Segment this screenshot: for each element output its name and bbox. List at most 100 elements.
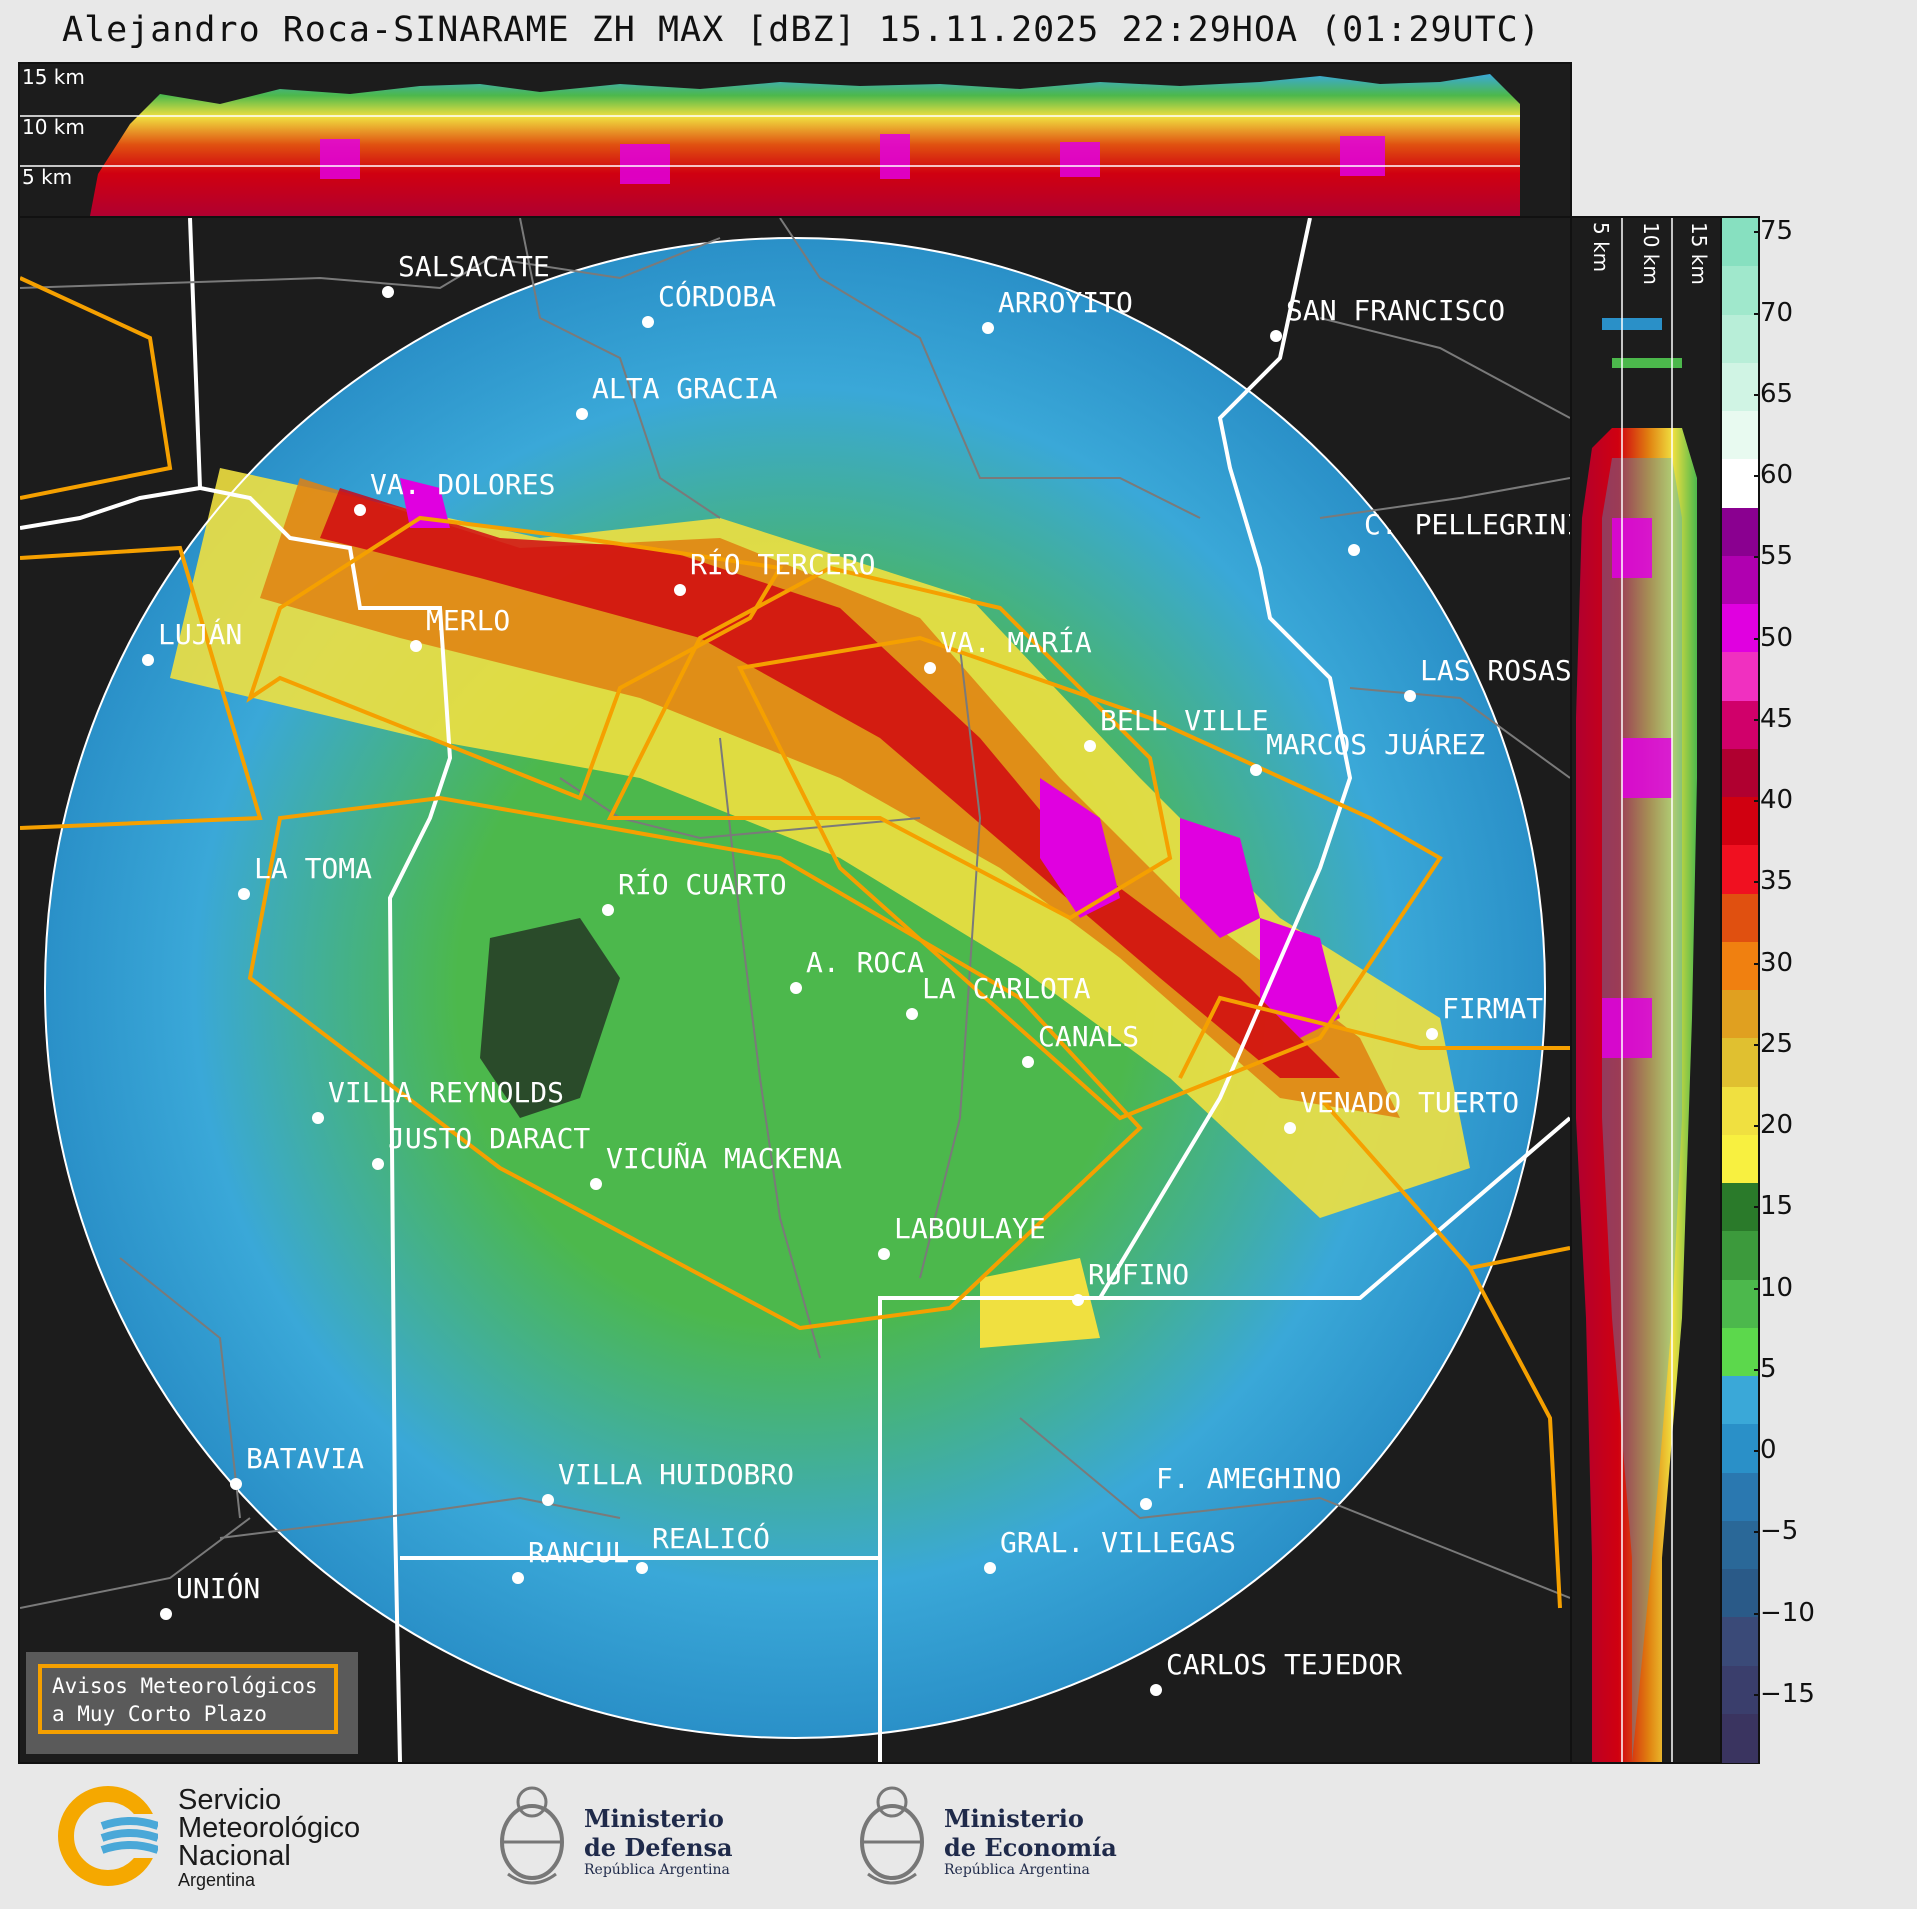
top-km-label-10: 10 km — [22, 115, 85, 139]
city-vicuna-mackena: VICUÑA MACKENA — [590, 1141, 842, 1190]
smn-line-1: Servicio — [178, 1784, 282, 1816]
colorbar-band — [1722, 314, 1758, 364]
colorbar-band — [1722, 1183, 1758, 1233]
svg-text:GRAL. VILLEGAS: GRAL. VILLEGAS — [1000, 1526, 1236, 1559]
svg-text:LAS ROSAS: LAS ROSAS — [1420, 654, 1570, 687]
range-ring — [44, 237, 1546, 1739]
colorbar-band — [1722, 1134, 1758, 1184]
svg-text:RÍO TERCERO: RÍO TERCERO — [690, 547, 875, 581]
side-km-label-10: 10 km — [1639, 222, 1663, 285]
city-rio-tercero: RÍO TERCERO — [674, 547, 875, 596]
smn-line-3: Nacional — [178, 1840, 291, 1872]
city-rufino: RUFINO — [1072, 1258, 1189, 1306]
city-markers: SALSACATE CÓRDOBA ARROYITO SAN FRANCISCO… — [142, 250, 1570, 1696]
colorbar-band — [1722, 700, 1758, 750]
colorbar-band — [1722, 604, 1758, 654]
side-cross-section: 5 km 10 km 15 km — [1570, 216, 1724, 1764]
svg-text:LA CARLOTA: LA CARLOTA — [922, 972, 1091, 1005]
storm-cells — [170, 468, 1470, 1348]
svg-text:LUJÁN: LUJÁN — [158, 617, 242, 651]
svg-text:VA. DOLORES: VA. DOLORES — [370, 468, 555, 501]
city-union: UNIÓN — [160, 1571, 260, 1620]
defensa-line-2: de Defensa — [584, 1833, 733, 1862]
colorbar-band — [1722, 1279, 1758, 1329]
city-alta-gracia: ALTA GRACIA — [576, 372, 778, 420]
colorbar-tick-label: −5 — [1753, 1516, 1799, 1547]
city-batavia: BATAVIA — [230, 1442, 364, 1490]
colorbar-band — [1722, 1665, 1758, 1715]
city-venado-tuerto: VENADO TUERTO — [1284, 1086, 1519, 1134]
colorbar-band — [1722, 990, 1758, 1040]
city-laboulaye: LABOULAYE — [878, 1212, 1046, 1260]
city-gral-villegas: GRAL. VILLEGAS — [984, 1526, 1236, 1574]
colorbar-band — [1722, 1376, 1758, 1426]
city-rancul: RANCUL — [512, 1536, 629, 1584]
legend-line-1: Avisos Meteorológicos — [52, 1674, 318, 1698]
city-lujan: LUJÁN — [142, 617, 242, 666]
warning-polygons — [20, 276, 1570, 1609]
colorbar-band — [1722, 1424, 1758, 1474]
svg-text:MERLO: MERLO — [426, 604, 510, 637]
svg-text:VILLA HUIDOBRO: VILLA HUIDOBRO — [558, 1458, 794, 1491]
colorbar-band — [1722, 218, 1758, 268]
colorbar-tick-label: 75 — [1753, 216, 1794, 247]
colorbar-tick-label: 0 — [1754, 1435, 1777, 1466]
city-canals: CANALS — [1022, 1020, 1139, 1068]
colorbar-tick-label: 15 — [1753, 1191, 1794, 1222]
city-rio-cuarto: RÍO CUARTO — [602, 867, 787, 916]
economia-line-2: de Economía — [944, 1833, 1117, 1862]
warnings-legend: Avisos Meteorológicos a Muy Corto Plazo — [26, 1652, 358, 1754]
province-boundaries — [20, 218, 1570, 1762]
colorbar-band — [1722, 652, 1758, 702]
svg-text:RUFINO: RUFINO — [1088, 1258, 1189, 1291]
smn-line-2: Meteorológico — [178, 1812, 361, 1844]
colorbar-tick-label: 70 — [1753, 297, 1794, 328]
svg-text:BATAVIA: BATAVIA — [246, 1442, 364, 1475]
radar-title: Alejandro Roca-SINARAME ZH MAX [dBZ] 15.… — [62, 10, 1541, 50]
legend-line-2: a Muy Corto Plazo — [52, 1702, 267, 1726]
city-firmat: FIRMAT — [1426, 992, 1543, 1040]
colorbar-band — [1722, 797, 1758, 847]
colorbar-tick-label: 5 — [1754, 1353, 1777, 1384]
city-f-ameghino: F. AMEGHINO — [1140, 1462, 1341, 1510]
city-realico: REALICÓ — [636, 1521, 770, 1574]
top-km-label-15: 15 km — [22, 65, 85, 89]
coat-of-arms-icon — [500, 1786, 564, 1885]
colorbar-band — [1722, 1569, 1758, 1619]
colorbar-band — [1722, 411, 1758, 461]
city-cordoba: CÓRDOBA — [642, 279, 776, 328]
colorbar-band — [1722, 1231, 1758, 1281]
radar-map[interactable]: SALSACATE CÓRDOBA ARROYITO SAN FRANCISCO… — [18, 216, 1572, 1764]
economia-line-1: Ministerio — [944, 1804, 1084, 1833]
colorbar-band — [1722, 459, 1758, 509]
city-va-maria: VA. MARÍA — [924, 625, 1092, 674]
colorbar-tick-label: −10 — [1754, 1597, 1815, 1628]
city-justo-daract: JUSTO DARACT — [372, 1122, 590, 1170]
side-km-label-15: 15 km — [1687, 222, 1711, 285]
colorbar-tick-label: 60 — [1753, 460, 1794, 491]
svg-text:C. PELLEGRINI: C. PELLEGRINI — [1364, 508, 1570, 541]
colorbar-band — [1722, 845, 1758, 895]
side-km-label-5: 5 km — [1589, 222, 1613, 272]
colorbar-band — [1722, 507, 1758, 557]
svg-text:JUSTO DARACT: JUSTO DARACT — [388, 1122, 590, 1155]
city-merlo: MERLO — [410, 604, 510, 652]
svg-text:ARROYITO: ARROYITO — [998, 286, 1133, 319]
colorbar-band — [1722, 941, 1758, 991]
svg-text:VA. MARÍA: VA. MARÍA — [940, 625, 1092, 659]
svg-text:SAN FRANCISCO: SAN FRANCISCO — [1286, 294, 1505, 327]
economia-line-3: República Argentina — [944, 1862, 1090, 1878]
svg-text:F. AMEGHINO: F. AMEGHINO — [1156, 1462, 1341, 1495]
svg-text:REALICÓ: REALICÓ — [652, 1521, 770, 1555]
svg-text:LA TOMA: LA TOMA — [254, 852, 372, 885]
colorbar-tick-label: −15 — [1754, 1678, 1815, 1709]
city-carlos-tejedor: CARLOS TEJEDOR — [1150, 1648, 1402, 1696]
svg-text:ALTA GRACIA: ALTA GRACIA — [592, 372, 778, 405]
colorbar-tick-label: 30 — [1753, 947, 1794, 978]
city-va-dolores: VA. DOLORES — [354, 468, 555, 516]
dbz-colorbar — [1720, 216, 1760, 1764]
city-villa-huidobro: VILLA HUIDOBRO — [542, 1458, 794, 1506]
city-a-roca: A. ROCA — [790, 946, 924, 994]
defensa-line-1: Ministerio — [584, 1804, 724, 1833]
svg-text:SALSACATE: SALSACATE — [398, 250, 550, 283]
